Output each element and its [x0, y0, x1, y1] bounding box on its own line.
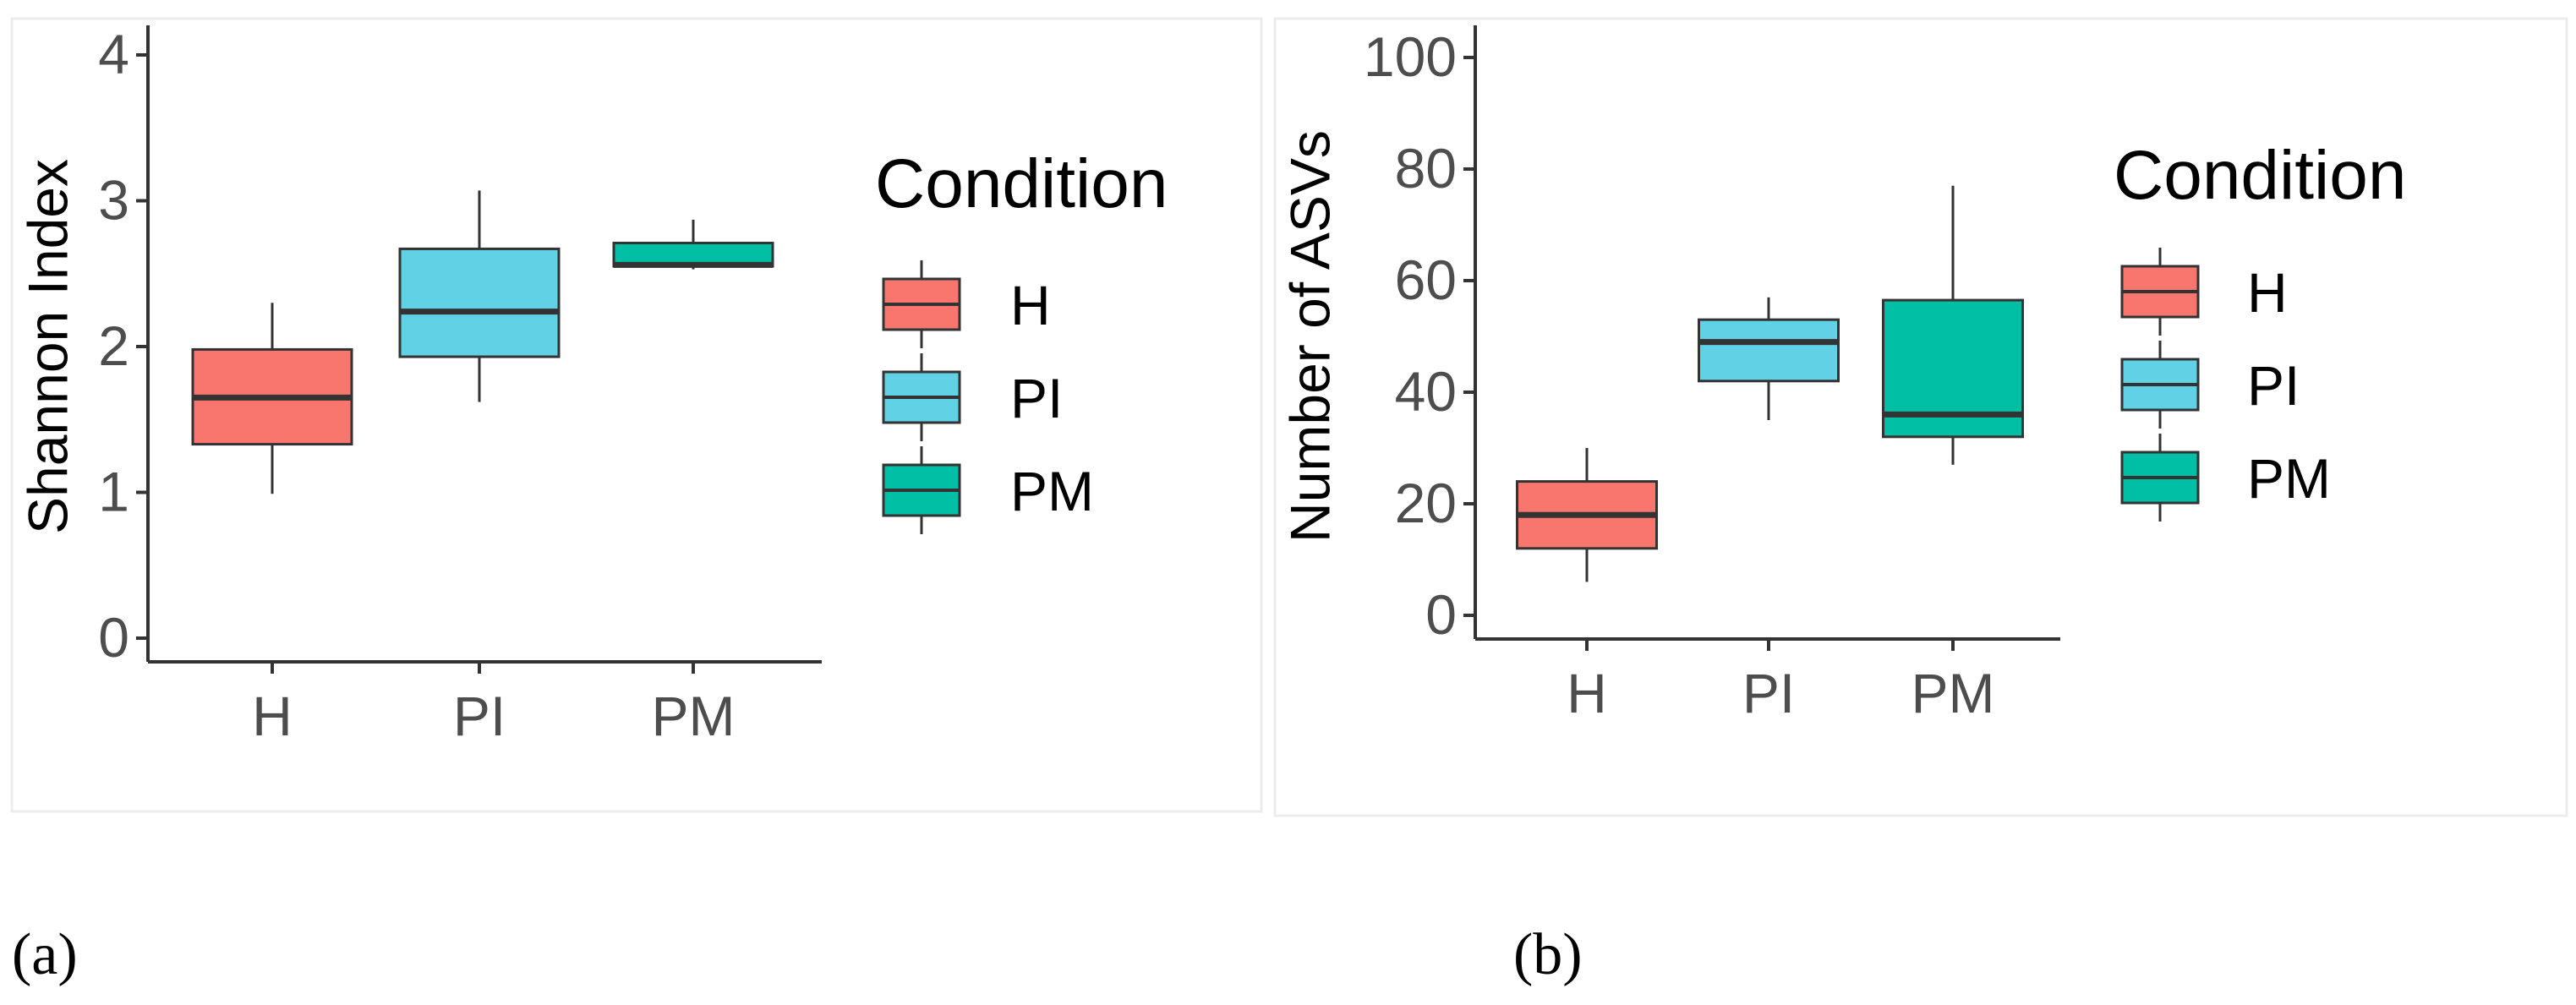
legend-title: Condition [2114, 137, 2406, 214]
panel-a-frame [10, 17, 1263, 813]
legend-label: PM [2247, 447, 2331, 510]
legend-label: H [2247, 261, 2288, 324]
legend-label: PM [1010, 460, 1094, 522]
y-tick-label: 20 [1395, 472, 1457, 534]
box-PI [1698, 318, 1840, 383]
x-tick-label: H [252, 685, 293, 747]
y-tick-label: 1 [98, 461, 129, 523]
y-tick-label: 2 [98, 314, 129, 377]
x-tick-label: PI [453, 685, 506, 747]
y-axis-label: Number of ASVs [1278, 130, 1341, 543]
x-tick-label: H [1567, 662, 1607, 724]
legend-label: PI [1010, 367, 1063, 429]
y-tick-label: 0 [1425, 583, 1457, 646]
box-PI [398, 247, 561, 358]
x-tick-label: PM [652, 685, 736, 747]
panel-a-chart: 0 1 2 3 4 Shannon Index H PI PM Condition H PI PM [16, 23, 1168, 747]
y-tick-label: 4 [98, 23, 129, 85]
legend-title: Condition [875, 145, 1168, 222]
y-axis-label: Shannon Index [16, 159, 79, 534]
legend-label: H [1010, 274, 1051, 336]
panel-b-label: (b) [1513, 922, 1583, 987]
y-tick-label: 0 [98, 606, 129, 669]
panel-b-frame [1273, 17, 2568, 817]
y-tick-label: 3 [98, 169, 129, 232]
x-tick-label: PM [1911, 662, 1995, 724]
x-tick-label: PI [1742, 662, 1795, 724]
y-tick-label: 100 [1364, 25, 1457, 88]
y-tick-label: 40 [1395, 360, 1457, 423]
panel-b-chart: 0 20 40 60 80 100 Number of ASVs H PI PM Condition… [1278, 25, 2406, 724]
legend-label: PI [2247, 354, 2300, 417]
panel-a-label: (a) [12, 922, 78, 987]
y-tick-label: 80 [1395, 137, 1457, 199]
y-tick-label: 60 [1395, 249, 1457, 311]
